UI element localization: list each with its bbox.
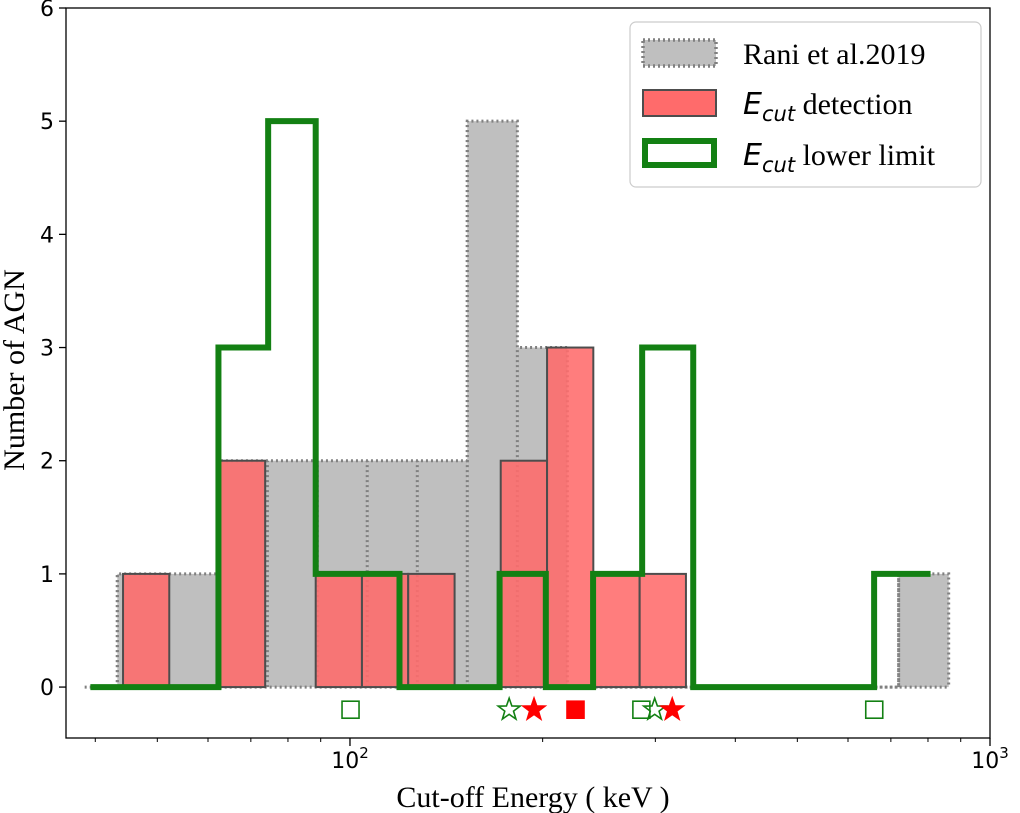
- x-axis-label: Cut-off Energy ( keV ): [396, 781, 669, 813]
- x-tick-label: 102: [331, 744, 369, 774]
- legend: Rani et al.2019 Ecut detection Ecut lowe…: [629, 21, 982, 188]
- x-axis: 102 103: [94, 738, 1009, 774]
- y-tick-label: 5: [40, 110, 54, 135]
- marker-row: [341, 695, 884, 721]
- legend-symbol-detection: E: [743, 87, 762, 122]
- detection-bar: [122, 572, 171, 689]
- open-square-marker: [632, 700, 651, 720]
- detection-bar: [638, 572, 687, 689]
- filled-square-marker: [566, 700, 585, 720]
- y-axis-label: Number of AGN: [0, 269, 31, 471]
- filled-star-marker: [658, 695, 686, 721]
- y-tick-label: 2: [40, 450, 54, 475]
- y-tick-label: 4: [40, 223, 54, 248]
- legend-label-rani: Rani et al.2019: [743, 38, 925, 71]
- legend-text-lower-limit: lower limit: [795, 139, 936, 172]
- y-tick-label: 0: [40, 676, 54, 701]
- filled-star-marker: [520, 695, 548, 721]
- open-square-marker: [864, 700, 884, 720]
- x-tick-label: 103: [971, 744, 1009, 774]
- detection-bar: [217, 459, 267, 689]
- y-tick-label: 1: [40, 563, 54, 588]
- open-star-marker: [495, 695, 523, 721]
- legend-swatch-detection: [642, 89, 717, 117]
- lower-limit-step: [90, 118, 931, 691]
- legend-subscript-detection: cut: [762, 102, 796, 126]
- detection-bar: [592, 572, 641, 689]
- y-tick-label: 6: [40, 0, 54, 22]
- legend-swatch-lower-limit: [642, 138, 717, 168]
- legend-subscript-lower-limit: cut: [762, 153, 796, 177]
- open-square-marker: [341, 700, 360, 720]
- legend-label-lower-limit: Ecut lower limit: [743, 138, 936, 177]
- legend-swatch-rani: [641, 38, 718, 68]
- detection-bar: [314, 572, 363, 689]
- detection-bar: [407, 572, 456, 689]
- y-tick-label: 3: [40, 337, 54, 362]
- detection-series: [122, 346, 687, 689]
- rani-bar: [898, 573, 949, 688]
- y-axis: 0 1 2 3 4 5 6: [40, 0, 66, 701]
- plot-frame: [65, 7, 991, 739]
- legend-label-detection: Ecut detection: [743, 87, 913, 126]
- rani-bar: [267, 460, 318, 688]
- legend-symbol-lower-limit: E: [743, 138, 762, 173]
- legend-text-detection: detection: [795, 88, 912, 121]
- lower-limit-series: [90, 118, 931, 691]
- detection-bar: [546, 346, 595, 689]
